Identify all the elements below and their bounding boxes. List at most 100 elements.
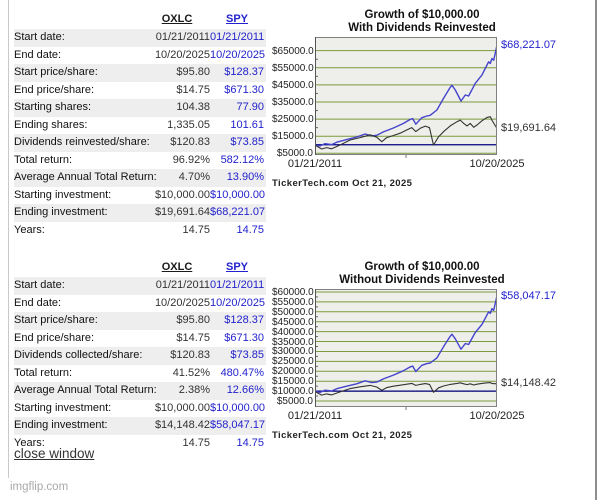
spy-value: $73.85 [230,136,264,148]
comparison-table-with-dividends: OXLC SPY Start date: 01/21/2011 01/21/20… [14,10,266,239]
chart-canvas [314,37,498,158]
table-header-row: OXLC SPY [14,10,266,29]
window-border-right [595,0,597,500]
chart-title-line2: Without Dividends Reinvested [339,274,505,286]
table-row: Dividends reinvested/share: $120.83 $73.… [14,134,266,152]
spy-value: $671.30 [224,331,264,344]
spy-value: 582.12% [220,153,264,166]
y-axis-tick-label: $50000.0 [272,306,314,318]
row-label: Years: [14,436,45,449]
table-body: Start date: 01/21/2011 01/21/2011 End da… [14,29,266,239]
spy-value: $128.37 [224,314,264,326]
table-row: Dividends collected/share: $120.83 $73.8… [14,347,266,365]
y-axis-tick-label: $35000.0 [272,336,314,348]
oxlc-value: 10/20/2025 [154,296,210,309]
table-row: End date: 10/20/2025 10/20/2025 [14,295,266,313]
row-label: Start date: [14,279,65,291]
oxlc-value: 14.75 [182,223,210,236]
table-row: Total return: 96.92% 582.12% [14,152,266,170]
x-axis-end-date: 10/20/2025 [469,410,525,422]
spy-column-link[interactable]: SPY [225,261,248,273]
y-axis-tick-label: $5000.0 [276,396,313,408]
spy-value: 01/21/2011 [210,31,265,43]
chart-plot-area [314,37,498,159]
spy-value: 01/21/2011 [210,279,265,291]
spy-value: 14.75 [236,223,264,236]
table-row: Years: 14.75 14.75 [14,435,266,453]
x-axis-start-date: 01/21/2011 [287,410,343,422]
oxlc-value: 1,335.05 [167,118,210,131]
row-label: Ending investment: [14,419,108,431]
y-axis-tick-label: $45000.0 [272,79,314,91]
header-spacer [14,258,144,277]
oxlc-column-link[interactable]: OXLC [161,261,193,273]
chart-canvas [314,289,498,410]
spy-column-link[interactable]: SPY [225,13,248,25]
oxlc-value: 104.38 [176,101,210,113]
growth-chart-with-dividends: Growth of $10,000.00 With Dividends Rein… [272,5,598,197]
oxlc-value: $95.80 [176,66,210,78]
oxlc-value: $14,148.42 [154,419,210,431]
y-axis-tick-label: $55000.0 [272,62,314,74]
table-row: Total return: 41.52% 480.47% [14,365,266,383]
row-label: Total return: [14,366,73,379]
line-end-value-label: $14,148.42 [501,376,557,389]
y-axis-tick-label: $25000.0 [272,114,314,126]
oxlc-value: $120.83 [170,349,210,361]
table-row: Starting investment: $10,000.00 $10,000.… [14,400,266,418]
spy-value: 480.47% [220,366,264,379]
chart-plot-area [314,289,498,411]
y-axis-tick-label: $15000.0 [272,131,314,143]
header-spacer [14,10,144,29]
y-axis-tick-label: $30000.0 [272,346,314,358]
oxlc-value: $95.80 [176,314,210,326]
row-label: Years: [14,223,45,236]
oxlc-value: 14.75 [182,436,210,449]
spy-value: $671.30 [224,83,264,96]
row-label: Average Annual Total Return: [14,384,157,396]
oxlc-value: $19,691.64 [154,206,210,218]
line-end-value-label: $19,691.64 [501,122,557,135]
y-axis-tick-label: $5000.0 [276,148,313,160]
table-row: Ending investment: $14,148.42 $58,047.17 [14,417,266,435]
spy-value: $58,047.17 [210,419,266,431]
table-row: End price/share: $14.75 $671.30 [14,82,266,100]
oxlc-value: 01/21/2011 [155,279,210,291]
oxlc-value: $10,000.00 [154,188,210,201]
table-row: Start price/share: $95.80 $128.37 [14,312,266,330]
row-label: Total return: [14,153,73,166]
growth-chart-without-dividends: Growth of $10,000.00 Without Dividends R… [272,257,598,449]
row-label: Dividends reinvested/share: [14,136,150,148]
y-axis-tick-label: $15000.0 [272,376,314,388]
row-label: Starting investment: [14,401,112,414]
y-axis-tick-label: $35000.0 [272,96,314,108]
table-row: Start date: 01/21/2011 01/21/2011 [14,29,266,47]
y-axis-tick-label: $25000.0 [272,356,314,368]
spy-value: $10,000.00 [210,188,266,201]
close-window-link[interactable]: close window [14,446,95,461]
table-row: Start date: 01/21/2011 01/21/2011 [14,277,266,295]
line-end-value-label: $58,047.17 [501,289,557,302]
y-axis-tick-label: $55000.0 [272,296,314,308]
oxlc-value: 2.38% [178,384,210,396]
x-axis-start-date: 01/21/2011 [287,158,343,170]
chart-title-line2: With Dividends Reinvested [348,22,496,34]
table-row: Starting shares: 104.38 77.90 [14,99,266,117]
oxlc-value: 10/20/2025 [154,48,210,61]
comparison-table-without-dividends: OXLC SPY Start date: 01/21/2011 01/21/20… [14,258,266,452]
table-row: End price/share: $14.75 $671.30 [14,330,266,348]
oxlc-column-link[interactable]: OXLC [161,13,193,25]
spy-value: $10,000.00 [210,401,266,414]
row-label: Dividends collected/share: [14,349,143,361]
table-row: Average Annual Total Return: 4.70% 13.90… [14,169,266,187]
chart-source-line: TickerTech.com Oct 21, 2025 [272,178,413,189]
spy-value: 12.66% [226,384,264,396]
y-axis-tick-label: $10000.0 [272,386,314,398]
oxlc-value: $120.83 [170,136,210,148]
y-axis-tick-label: $60000.0 [272,286,314,298]
table-header-row: OXLC SPY [14,258,266,277]
table-row: End date: 10/20/2025 10/20/2025 [14,47,266,65]
spy-value: 14.75 [236,436,264,449]
oxlc-value: 4.70% [178,171,210,183]
row-label: End price/share: [14,331,95,344]
